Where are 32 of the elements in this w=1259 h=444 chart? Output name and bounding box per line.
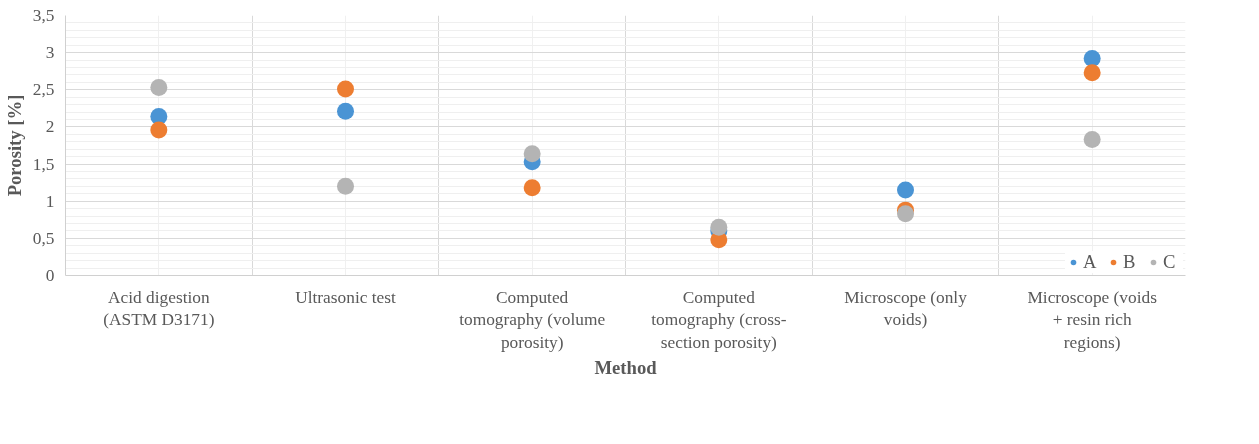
point <box>1083 131 1101 149</box>
point <box>523 179 541 197</box>
y-tick-label: 2,5 <box>32 80 55 100</box>
y-tick-label: 1,5 <box>32 154 55 174</box>
point <box>897 181 914 199</box>
point <box>337 102 354 120</box>
x-tick-label: Computed tomography (cross-section porosity) <box>651 287 787 353</box>
text: A <box>1083 251 1098 273</box>
y-tick-label: 0 <box>45 266 55 285</box>
y-tick-label: 0,5 <box>32 228 55 248</box>
x-tick-label: Microscope (voids + resin rich regions) <box>1027 287 1158 353</box>
point <box>337 177 354 195</box>
point <box>897 205 914 223</box>
text: C <box>1163 251 1177 273</box>
y-tick-label: 2 <box>45 117 55 137</box>
x-axis-title: Method <box>594 357 658 379</box>
text: B <box>1123 251 1137 273</box>
x-tick-label: Microscope (only voids) <box>844 287 968 330</box>
point <box>523 145 541 163</box>
x-tick-label: Computed tomography (volume porosity) <box>459 287 606 353</box>
y-tick-label: 1 <box>45 191 55 211</box>
x-tick-label: Ultrasonic test <box>295 287 396 307</box>
point <box>150 79 168 97</box>
y-tick-label: 3,5 <box>32 6 55 25</box>
y-tick-label: 3 <box>45 43 55 63</box>
point <box>337 80 354 98</box>
point <box>1083 50 1101 68</box>
point <box>1083 64 1101 82</box>
y-axis-title: Porosity [%] <box>3 94 25 197</box>
point <box>150 121 168 139</box>
point <box>710 218 728 236</box>
x-tick-label: Acid digestion (ASTM D3171) <box>103 287 215 330</box>
